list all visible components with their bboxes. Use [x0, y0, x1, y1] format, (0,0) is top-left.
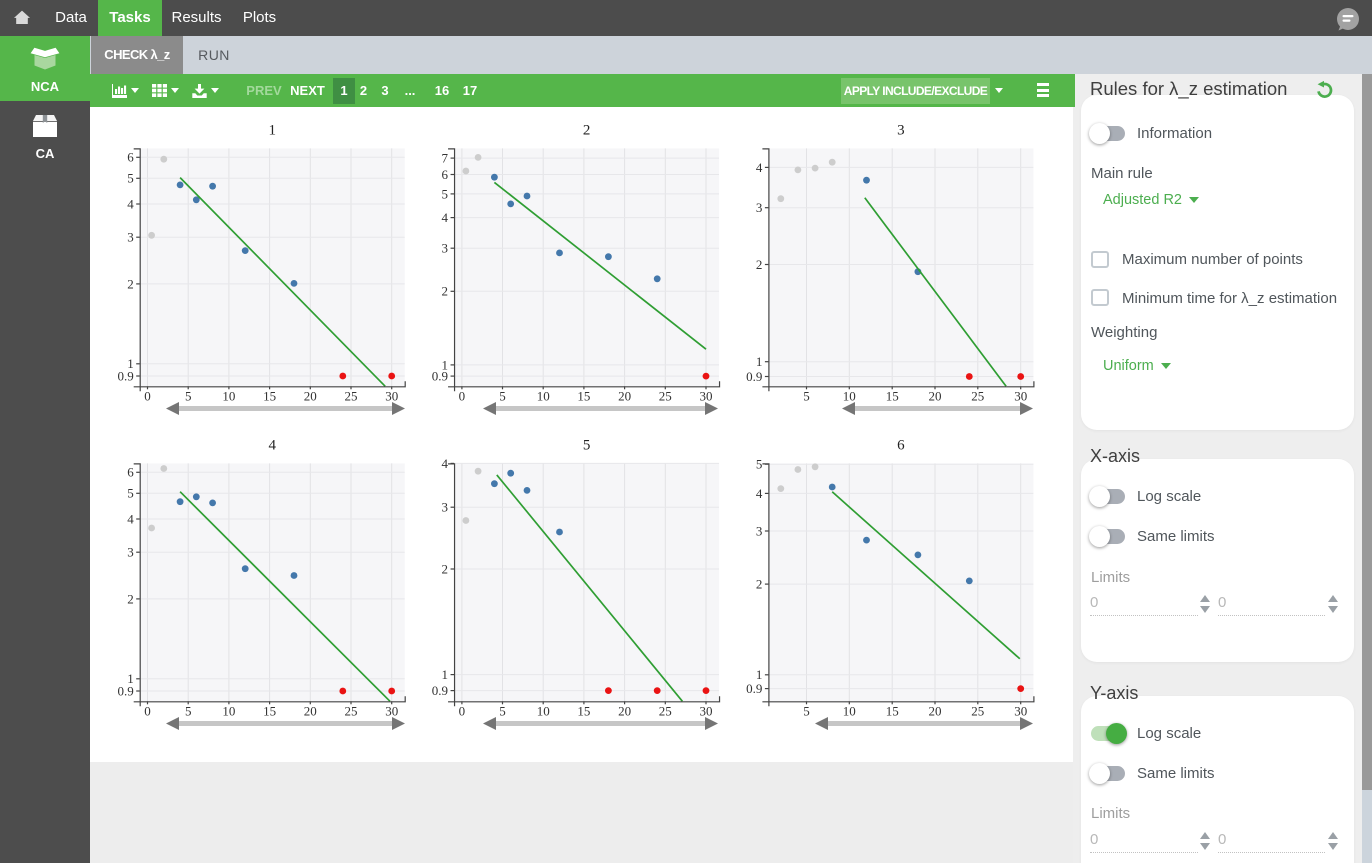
svg-text:4: 4 [442, 210, 449, 225]
svg-text:25: 25 [659, 704, 672, 719]
svg-text:25: 25 [345, 389, 358, 404]
svg-text:0.9: 0.9 [432, 369, 448, 384]
svg-text:4: 4 [442, 456, 449, 471]
svg-text:5: 5 [185, 704, 192, 719]
svg-text:2: 2 [442, 561, 449, 576]
svg-text:0.9: 0.9 [117, 683, 133, 698]
svg-text:20: 20 [618, 389, 631, 404]
svg-text:20: 20 [618, 704, 631, 719]
svg-text:0: 0 [459, 389, 466, 404]
svg-text:30: 30 [1014, 704, 1027, 719]
svg-text:30: 30 [700, 704, 713, 719]
svg-text:20: 20 [304, 389, 317, 404]
svg-text:6: 6 [442, 167, 449, 182]
svg-text:0.9: 0.9 [432, 683, 448, 698]
svg-text:4: 4 [756, 160, 763, 175]
svg-text:5: 5 [499, 389, 506, 404]
svg-text:10: 10 [537, 389, 550, 404]
svg-text:6: 6 [897, 437, 905, 453]
svg-text:1: 1 [268, 122, 276, 138]
svg-text:20: 20 [304, 704, 317, 719]
svg-text:10: 10 [537, 704, 550, 719]
svg-text:20: 20 [929, 704, 942, 719]
svg-text:10: 10 [843, 389, 856, 404]
svg-text:15: 15 [886, 389, 899, 404]
svg-text:15: 15 [577, 389, 590, 404]
svg-text:3: 3 [127, 545, 134, 560]
svg-text:0.9: 0.9 [746, 681, 762, 696]
svg-text:4: 4 [268, 437, 276, 453]
svg-text:5: 5 [803, 389, 810, 404]
svg-text:0.9: 0.9 [117, 368, 133, 383]
svg-text:1: 1 [756, 354, 763, 369]
svg-text:0.9: 0.9 [746, 369, 762, 384]
svg-text:25: 25 [971, 389, 984, 404]
svg-text:1: 1 [442, 667, 449, 682]
svg-text:5: 5 [583, 437, 591, 453]
svg-text:3: 3 [442, 241, 449, 256]
svg-text:30: 30 [1014, 389, 1027, 404]
svg-text:5: 5 [127, 171, 134, 186]
svg-text:5: 5 [756, 457, 763, 472]
svg-text:5: 5 [442, 186, 449, 201]
svg-text:1: 1 [756, 667, 763, 682]
svg-text:3: 3 [756, 200, 763, 215]
svg-text:2: 2 [442, 284, 449, 299]
svg-text:15: 15 [577, 704, 590, 719]
svg-text:6: 6 [127, 150, 134, 165]
svg-text:10: 10 [222, 389, 235, 404]
svg-text:3: 3 [442, 500, 449, 515]
svg-text:3: 3 [127, 230, 134, 245]
svg-text:15: 15 [263, 389, 276, 404]
svg-text:25: 25 [659, 389, 672, 404]
svg-text:7: 7 [442, 151, 449, 166]
svg-text:30: 30 [385, 389, 398, 404]
svg-text:1: 1 [127, 356, 134, 371]
svg-text:20: 20 [929, 389, 942, 404]
svg-text:15: 15 [263, 704, 276, 719]
svg-text:1: 1 [127, 671, 134, 686]
svg-text:4: 4 [127, 511, 134, 526]
svg-text:0: 0 [459, 704, 466, 719]
svg-text:10: 10 [843, 704, 856, 719]
svg-text:30: 30 [385, 704, 398, 719]
svg-text:10: 10 [222, 704, 235, 719]
svg-text:5: 5 [803, 704, 810, 719]
svg-text:4: 4 [127, 196, 134, 211]
svg-text:0: 0 [144, 389, 151, 404]
svg-text:2: 2 [756, 257, 763, 272]
svg-text:1: 1 [442, 357, 449, 372]
svg-text:2: 2 [127, 591, 134, 606]
svg-text:4: 4 [756, 486, 763, 501]
svg-text:15: 15 [886, 704, 899, 719]
svg-text:25: 25 [971, 704, 984, 719]
svg-text:6: 6 [127, 465, 134, 480]
svg-text:2: 2 [756, 577, 763, 592]
svg-text:30: 30 [700, 389, 713, 404]
svg-text:2: 2 [127, 276, 134, 291]
svg-text:3: 3 [756, 523, 763, 538]
svg-text:5: 5 [185, 389, 192, 404]
svg-text:25: 25 [345, 704, 358, 719]
svg-text:2: 2 [583, 122, 591, 138]
svg-text:3: 3 [897, 122, 905, 138]
svg-text:0: 0 [144, 704, 151, 719]
svg-text:5: 5 [127, 486, 134, 501]
svg-text:5: 5 [499, 704, 506, 719]
